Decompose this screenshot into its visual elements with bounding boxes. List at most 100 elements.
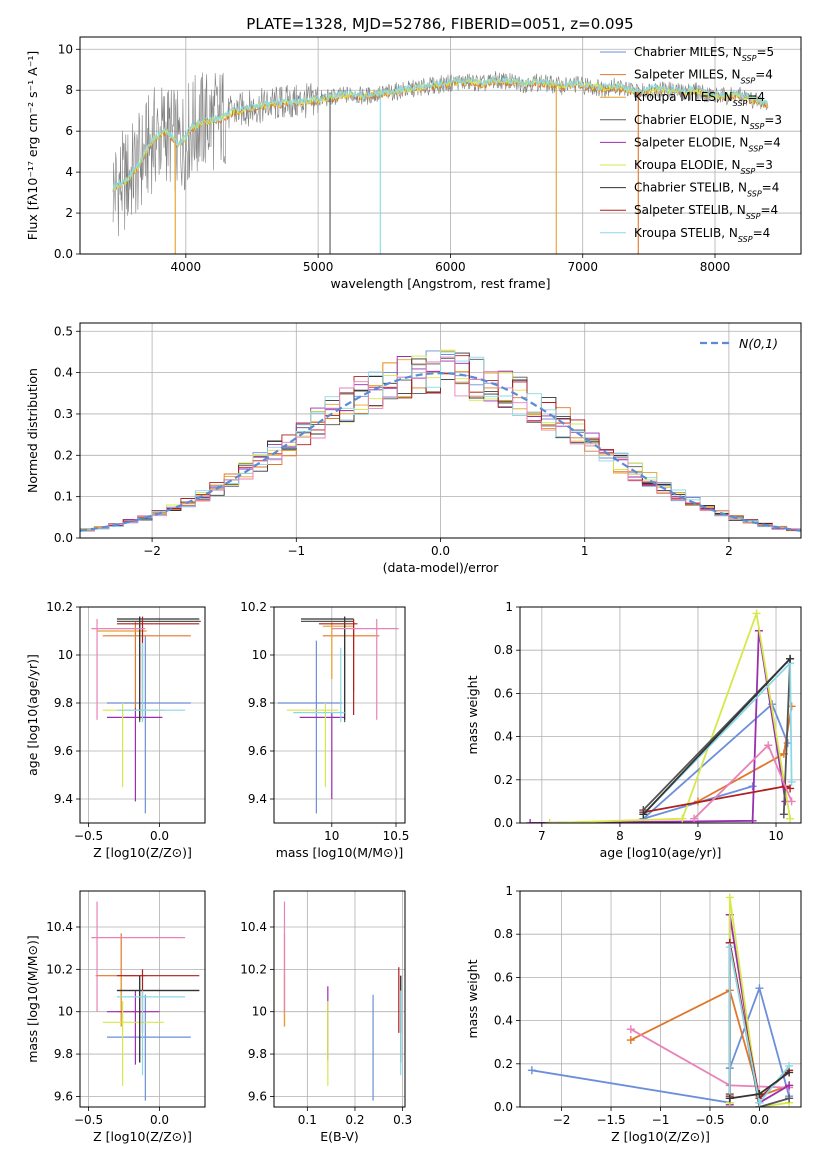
- x-axis-label: mass [log10(M/M⊙)]: [276, 845, 404, 860]
- tick-label-x: −1.5: [596, 1113, 625, 1127]
- x-axis-label: wavelength [Angstrom, rest frame]: [330, 276, 550, 291]
- x-axis-label: Z [log10(Z/Z⊙)]: [93, 845, 192, 860]
- legend-entry: Kroupa STELIB, NSSP=4: [634, 226, 770, 244]
- data-point: [725, 1094, 734, 1103]
- data-point: [752, 609, 761, 618]
- data-point: [626, 1025, 635, 1034]
- axes-frame: [519, 890, 802, 1108]
- tick-label-y: 10.2: [240, 600, 267, 614]
- tick-label-x: 7000: [567, 260, 598, 274]
- plot-area: [277, 616, 399, 814]
- axes-frame: [79, 36, 802, 255]
- tick-label-x: −0.5: [74, 829, 103, 843]
- plot-area: [91, 616, 201, 814]
- tick-label-y: 1: [505, 884, 513, 898]
- tick-label-x: 9: [694, 829, 702, 843]
- tick-label-x: 4000: [171, 260, 202, 274]
- series-line: [530, 630, 787, 823]
- tick-label-x: −2: [143, 544, 161, 558]
- legend-entry: Kroupa ELODIE, NSSP=3: [634, 158, 773, 176]
- tick-label-y: 2: [65, 206, 73, 220]
- x-axis-label: (data-model)/error: [383, 560, 500, 575]
- panel-weight-vs-Z: −2 −1.5 −1 −0.5 0.0 0.0 0.2 0.4 0.6 0.8 1 Z [log10(…: [465, 884, 802, 1144]
- tick-label-y: 0.6: [494, 686, 513, 700]
- data-point: [755, 984, 764, 993]
- legend-entry: Salpeter ELODIE, NSSP=4: [634, 135, 781, 153]
- data-point: [626, 1036, 635, 1045]
- tick-label-x: 0.0: [431, 544, 450, 558]
- tick-label-y: 9.6: [54, 1089, 73, 1103]
- panel-mass-vs-Z: −0.5 0.0 9.6 9.8 10 10.2 10.4 Z [log10(Z/Z⊙)] ma…: [25, 890, 206, 1144]
- tick-label-y: 9.4: [54, 792, 73, 806]
- series-line: [630, 989, 790, 1098]
- data-point: [639, 810, 648, 819]
- tick-label-y: 0.4: [494, 730, 513, 744]
- model-spectrum-line: [112, 75, 769, 191]
- data-point: [786, 654, 795, 663]
- legend-entry: Salpeter MILES, NSSP=4: [634, 68, 773, 86]
- tick-label-x: −1: [652, 1113, 670, 1127]
- tick-label-y: 10.2: [240, 962, 267, 976]
- y-axis-label: mass [log10(M/M⊙)]: [25, 935, 40, 1063]
- tick-label-y: 10.4: [240, 920, 267, 934]
- axes-frame: [79, 322, 802, 539]
- data-point: [764, 741, 773, 750]
- x-axis-label: Z [log10(Z/Z⊙)]: [93, 1129, 192, 1144]
- data-point: [779, 810, 788, 819]
- data-point: [787, 797, 796, 806]
- panel-age-vs-Z: −0.5 0.0 9.4 9.6 9.8 10 10.2 Z [log10(Z/Z⊙)] age…: [25, 600, 206, 860]
- tick-label-x: −2: [553, 1113, 571, 1127]
- data-point: [526, 819, 535, 823]
- tick-label-y: 9.4: [248, 792, 267, 806]
- axes-frame: [519, 606, 802, 824]
- data-point: [785, 1094, 794, 1103]
- tick-label-x: 0.3: [393, 1113, 412, 1127]
- residual-histogram: [80, 351, 801, 531]
- tick-label-x: 7: [538, 829, 546, 843]
- data-point: [725, 943, 734, 952]
- tick-label-x: 6000: [435, 260, 466, 274]
- tick-label-y: 10.2: [46, 962, 73, 976]
- data-point: [786, 814, 795, 823]
- data-point: [785, 1068, 794, 1077]
- tick-label-y: 0.4: [494, 1014, 513, 1028]
- series-line: [549, 609, 791, 823]
- figure-title: PLATE=1328, MJD=52786, FIBERID=0051, z=0…: [246, 15, 633, 33]
- tick-label-y: 9.6: [54, 744, 73, 758]
- tick-label-x: 0.1: [298, 1113, 317, 1127]
- tick-label-x: 8000: [700, 260, 731, 274]
- tick-label-y: 10: [58, 42, 73, 56]
- series-line: [642, 658, 791, 816]
- tick-label-x: 0.0: [150, 829, 169, 843]
- y-axis-label: Normed distribution: [25, 368, 40, 493]
- legend-entry: Kroupa MILES, NSSP=4: [634, 90, 765, 108]
- tick-label-y: 9.8: [54, 1047, 73, 1061]
- tick-label-y: 0.2: [54, 448, 73, 462]
- grid: [274, 891, 405, 1107]
- tick-label-y: 10: [58, 1005, 73, 1019]
- data-point: [787, 777, 796, 786]
- tick-label-x: 10: [768, 829, 783, 843]
- data-point: [748, 782, 757, 791]
- axes-frame: [79, 606, 206, 824]
- data-point: [748, 816, 757, 823]
- tick-label-y: 10.4: [46, 920, 73, 934]
- tick-label-y: 0.0: [54, 531, 73, 545]
- legend-entry: Chabrier ELODIE, NSSP=3: [634, 113, 782, 131]
- legend-entry: Salpeter STELIB, NSSP=4: [634, 203, 778, 221]
- tick-label-y: 4: [65, 165, 73, 179]
- panel-residuals: −2 −1 0.0 1 2 0.0 0.1 0.2 0.3 0.4 0.5 (data-model)/…: [25, 322, 802, 575]
- tick-label-x: 0.0: [750, 1113, 769, 1127]
- tick-label-y: 9.6: [248, 1089, 267, 1103]
- tick-label-x: −0.5: [74, 1113, 103, 1127]
- data-point: [755, 1090, 764, 1099]
- tick-label-x: 0.2: [345, 1113, 364, 1127]
- panel-age-vs-mass: 10 10.5 9.4 9.6 9.8 10 10.2 mass [log10(M/M⊙)]: [240, 600, 409, 860]
- panel-weight-vs-age: 7 8 9 10 0.0 0.2 0.4 0.6 0.8 1 age [log10(age/yr)]…: [465, 600, 802, 860]
- residual-histogram: [80, 356, 801, 532]
- tick-label-x: 10.5: [383, 829, 410, 843]
- tick-label-y: 0.4: [54, 366, 73, 380]
- y-axis-label: Flux [fλ10⁻¹⁷ erg cm⁻² s⁻¹ A⁻¹]: [25, 51, 40, 240]
- legend-entry: N(0,1): [739, 336, 778, 351]
